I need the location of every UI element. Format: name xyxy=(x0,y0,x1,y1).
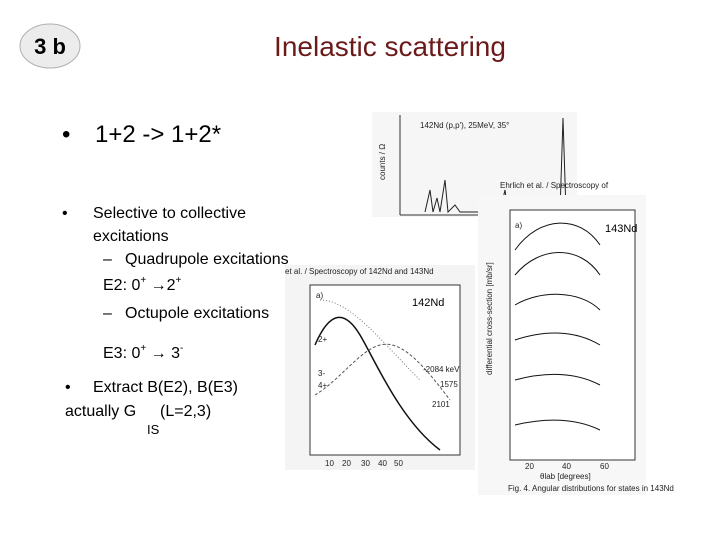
figure-header: et al. / Spectroscopy of 142Nd and 143Nd xyxy=(285,267,434,276)
transition-part: →2 xyxy=(146,277,175,294)
tick-label: 20 xyxy=(525,462,534,471)
badge: 3 b xyxy=(34,34,66,59)
transition-part: E2: 0 xyxy=(103,277,140,294)
tick-label: 40 xyxy=(378,459,387,468)
nucleus-label: 143Nd xyxy=(605,223,637,235)
superscript: + xyxy=(140,343,146,354)
superscript: - xyxy=(180,343,183,354)
item-text: Quadrupole excitations xyxy=(125,251,289,268)
axis-label: differential cross-section [mb/sr] xyxy=(485,262,494,375)
bullet-text: Extract B(E2), B(E3) xyxy=(93,379,238,396)
energy-label: 2101 xyxy=(432,400,450,409)
state-label: 2+ xyxy=(318,335,327,344)
tick-label: 20 xyxy=(342,459,351,468)
plot-frame xyxy=(509,209,636,461)
angular-figure: et al. / Spectroscopy of 142Nd and 143Nd… xyxy=(285,265,475,470)
citation: Ehrlich et al. / Spectroscopy of xyxy=(500,181,609,190)
transition-part: E3: 0 xyxy=(103,345,140,362)
plot-frame xyxy=(309,284,461,456)
bullet-marker: • xyxy=(62,205,68,222)
item-dash: – xyxy=(103,305,112,322)
superscript: + xyxy=(176,275,182,286)
caption: Fig. 4. Angular distributions for states… xyxy=(508,484,674,493)
energy-label: 1575 xyxy=(440,380,458,389)
bullet-marker: • xyxy=(62,121,70,148)
bullet-text: actually G xyxy=(65,403,136,420)
axis-label: θlab [degrees] xyxy=(540,472,591,481)
bullet-text: 1+2 -> 1+2* xyxy=(95,121,221,148)
bullet-text: Selective to collective xyxy=(93,205,246,222)
panel-label: a) xyxy=(316,291,323,300)
item-text: Octupole excitations xyxy=(125,305,269,322)
panel-label: a) xyxy=(515,221,522,230)
nucleus-label: 142Nd xyxy=(412,297,444,309)
badge-shape xyxy=(19,23,81,69)
state-label: 3- xyxy=(318,369,325,378)
curve xyxy=(514,222,601,431)
tick-label: 50 xyxy=(394,459,403,468)
bullet-text: (L=2,3) xyxy=(160,403,211,420)
angular-figure: a) 143Nd differential cross-section [mb/… xyxy=(478,195,674,495)
curve xyxy=(314,316,441,451)
tick-label: 40 xyxy=(562,462,571,471)
tick-label: 60 xyxy=(600,462,609,471)
tick-label: 10 xyxy=(325,459,334,468)
axis-label: counts / Ω xyxy=(378,144,387,180)
subscript: IS xyxy=(147,422,160,437)
title: Inelastic scattering xyxy=(274,31,506,62)
item-dash: – xyxy=(103,251,112,268)
curve xyxy=(314,343,451,401)
bullet-text: excitations xyxy=(93,228,169,245)
tick-label: 30 xyxy=(361,459,370,468)
superscript: + xyxy=(140,275,146,286)
figure-label: 142Nd (p,p'), 25MeV, 35° xyxy=(420,121,509,130)
transition-part: → 3 xyxy=(146,345,180,362)
state-label: 4+ xyxy=(318,381,327,390)
energy-label: -2084 keV xyxy=(423,365,460,374)
transition: E2: 0+ →2+ xyxy=(103,275,182,294)
transition: E3: 0+ → 3- xyxy=(103,343,183,362)
bullet-marker: • xyxy=(65,379,71,396)
